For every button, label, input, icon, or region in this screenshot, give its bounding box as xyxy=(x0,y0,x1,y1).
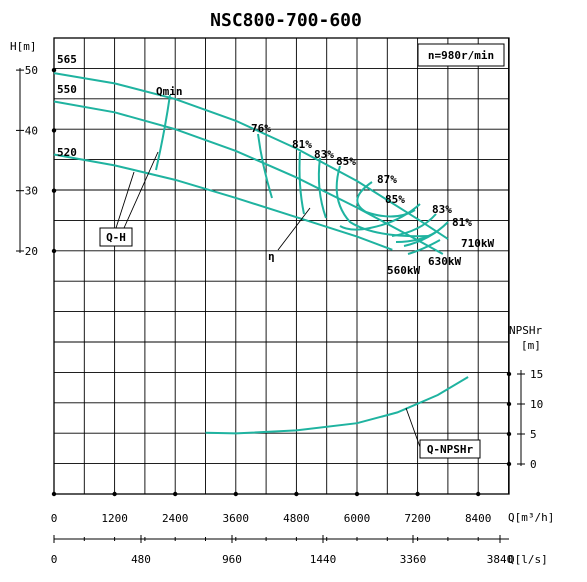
speed-label-box xyxy=(417,43,505,67)
head-tick-label: 20 xyxy=(25,245,38,258)
x-secondary-tick-label: 3360 xyxy=(400,553,427,566)
efficiency-label: 81% xyxy=(292,138,312,151)
diameter-label: 550 xyxy=(57,83,77,96)
x-axis-dot xyxy=(112,491,117,497)
x-secondary-tick-label: 3840 xyxy=(487,553,514,566)
efficiency-contour xyxy=(407,239,441,255)
x-axis-dot xyxy=(294,491,299,497)
x-axis-dot xyxy=(476,491,481,497)
npsh-tick-label: 0 xyxy=(530,458,537,471)
x-axis-dot xyxy=(415,491,420,497)
x-axis-dot xyxy=(173,491,178,497)
qh-label: Q-H xyxy=(106,231,126,244)
eta-leader xyxy=(277,207,311,251)
x-secondary-tick-label: 480 xyxy=(131,553,151,566)
x-tick-label: 1200 xyxy=(101,512,128,525)
efficiency-contour xyxy=(395,231,437,243)
efficiency-label: 81% xyxy=(452,216,472,229)
npsh-label: Q-NPSHr xyxy=(427,443,474,456)
qh-leader xyxy=(123,151,159,229)
efficiency-contour xyxy=(335,165,431,238)
head-axis-label: H[m] xyxy=(10,40,37,53)
efficiency-contour xyxy=(356,181,416,218)
x-tick-label: 7200 xyxy=(404,512,431,525)
efficiency-label: 85% xyxy=(336,155,356,168)
efficiency-label: 87% xyxy=(377,173,397,186)
npsh-axis-dot xyxy=(506,371,512,377)
x-tick-label: 8400 xyxy=(465,512,492,525)
efficiency-label: 83% xyxy=(314,148,334,161)
x-axis-label: Q[m³/h] xyxy=(508,511,554,524)
qmin-line xyxy=(155,94,171,171)
efficiency-label: 83% xyxy=(432,203,452,216)
efficiency-curves xyxy=(155,94,449,255)
qh-leader xyxy=(115,171,135,229)
annotations: 56555052076%81%83%85%87%85%83%81%560kW63… xyxy=(57,53,494,459)
head-curve-565 xyxy=(53,72,449,240)
x-tick-label: 6000 xyxy=(344,512,371,525)
efficiency-contour xyxy=(317,157,327,219)
efficiency-label: 85% xyxy=(385,193,405,206)
npsh-tick-label: 10 xyxy=(530,398,543,411)
x-tick-label: 4800 xyxy=(283,512,310,525)
power-label: 560kW xyxy=(387,264,420,277)
efficiency-contour xyxy=(391,213,437,237)
qmin-label: Qmin xyxy=(156,85,183,98)
x-axis-dot xyxy=(354,491,360,497)
x-axis-dot xyxy=(233,491,238,497)
x-secondary-tick-label: 1440 xyxy=(310,553,337,566)
head-axis-dot xyxy=(51,188,57,193)
npsh-leader xyxy=(405,407,421,448)
speed-label: n=980r/min xyxy=(428,49,494,62)
grid xyxy=(53,37,510,495)
diameter-label: 520 xyxy=(57,146,77,159)
head-curve-520 xyxy=(53,153,393,251)
x-secondary-tick-label: 0 xyxy=(51,553,58,566)
x-tick-label: 0 xyxy=(51,512,58,525)
head-tick-label: 30 xyxy=(25,185,38,198)
head-axis-dot xyxy=(51,128,57,133)
head-axis-dot xyxy=(51,67,57,73)
head-axis-dot xyxy=(51,248,57,254)
npsh-tick-label: 15 xyxy=(530,368,543,381)
head-tick-label: 50 xyxy=(25,64,38,77)
npsh-label-box xyxy=(419,439,481,459)
npsh-tick-label: 5 xyxy=(530,428,537,441)
npsh-axis-dot xyxy=(506,431,512,437)
eta-label: η xyxy=(268,250,275,263)
efficiency-contour xyxy=(257,133,273,199)
npsh-axis-dot xyxy=(506,401,512,407)
x-axis-dot xyxy=(51,491,57,497)
x-axis-secondary-label: Q[l/s] xyxy=(508,553,548,566)
plot-frame xyxy=(53,37,510,495)
x-tick-label: 3600 xyxy=(223,512,250,525)
power-label: 630kW xyxy=(428,255,461,268)
npsh-axis-label: NPSHr xyxy=(509,324,542,337)
efficiency-contour xyxy=(339,203,421,231)
npsh-axis-dot xyxy=(506,461,512,467)
npsh-axis-unit: [m] xyxy=(521,339,541,352)
x-tick-label: 2400 xyxy=(162,512,189,525)
x-secondary-tick-label: 960 xyxy=(222,553,242,566)
npsh-curve xyxy=(205,376,469,435)
head-tick-label: 40 xyxy=(25,124,38,137)
power-label: 710kW xyxy=(461,237,494,250)
chart-title: NSC800-700-600 xyxy=(210,10,362,31)
diameter-label: 565 xyxy=(57,53,77,66)
efficiency-contour xyxy=(298,151,305,215)
efficiency-label: 76% xyxy=(251,122,271,135)
